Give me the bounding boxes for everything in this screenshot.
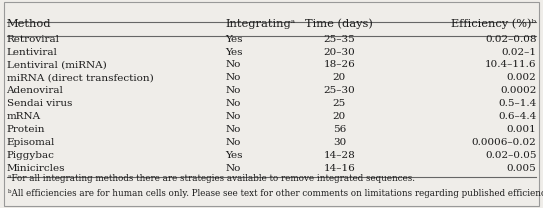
Text: 14–16: 14–16	[324, 164, 355, 173]
Text: Time (days): Time (days)	[305, 18, 374, 29]
Text: 20–30: 20–30	[324, 48, 355, 57]
Text: 20: 20	[333, 73, 346, 82]
Text: 14–28: 14–28	[324, 151, 355, 160]
Text: 0.02–1: 0.02–1	[502, 48, 536, 57]
Text: 0.002: 0.002	[507, 73, 536, 82]
Text: 18–26: 18–26	[324, 61, 355, 69]
Text: miRNA (direct transfection): miRNA (direct transfection)	[7, 73, 153, 82]
Text: Integratingᵃ: Integratingᵃ	[225, 19, 295, 29]
Text: Episomal: Episomal	[7, 138, 55, 147]
Text: 25–35: 25–35	[324, 35, 355, 44]
Text: 0.02–0.08: 0.02–0.08	[485, 35, 536, 44]
Text: Yes: Yes	[225, 151, 243, 160]
Text: 56: 56	[333, 125, 346, 134]
Text: 0.5–1.4: 0.5–1.4	[498, 99, 536, 108]
Text: Yes: Yes	[225, 48, 243, 57]
Text: 30: 30	[333, 138, 346, 147]
Text: Protein: Protein	[7, 125, 45, 134]
Text: No: No	[225, 112, 241, 121]
FancyBboxPatch shape	[4, 2, 539, 206]
Text: 25–30: 25–30	[324, 86, 355, 95]
Text: 10.4–11.6: 10.4–11.6	[485, 61, 536, 69]
Text: ᵃFor all integrating methods there are strategies available to remove integrated: ᵃFor all integrating methods there are s…	[8, 174, 415, 183]
Text: 25: 25	[333, 99, 346, 108]
Text: Efficiency (%)ᵇ: Efficiency (%)ᵇ	[451, 18, 536, 29]
Text: No: No	[225, 73, 241, 82]
Text: Lentiviral (miRNA): Lentiviral (miRNA)	[7, 61, 106, 69]
Text: 0.02–0.05: 0.02–0.05	[485, 151, 536, 160]
Text: No: No	[225, 61, 241, 69]
Text: Sendai virus: Sendai virus	[7, 99, 72, 108]
Text: 20: 20	[333, 112, 346, 121]
Text: ᵇAll efficiencies are for human cells only. Please see text for other comments o: ᵇAll efficiencies are for human cells on…	[8, 189, 543, 198]
Text: No: No	[225, 86, 241, 95]
Text: Retroviral: Retroviral	[7, 35, 60, 44]
Text: No: No	[225, 99, 241, 108]
Text: Piggybac: Piggybac	[7, 151, 54, 160]
Text: Minicircles: Minicircles	[7, 164, 65, 173]
Text: Lentiviral: Lentiviral	[7, 48, 58, 57]
Text: Yes: Yes	[225, 35, 243, 44]
Text: No: No	[225, 138, 241, 147]
Text: 0.0006–0.02: 0.0006–0.02	[472, 138, 536, 147]
Text: Adenoviral: Adenoviral	[7, 86, 64, 95]
Text: 0.0002: 0.0002	[500, 86, 536, 95]
Text: 0.6–4.4: 0.6–4.4	[498, 112, 536, 121]
Text: mRNA: mRNA	[7, 112, 41, 121]
Text: No: No	[225, 125, 241, 134]
Text: 0.001: 0.001	[507, 125, 536, 134]
Text: No: No	[225, 164, 241, 173]
Text: 0.005: 0.005	[507, 164, 536, 173]
Text: Method: Method	[7, 19, 51, 29]
